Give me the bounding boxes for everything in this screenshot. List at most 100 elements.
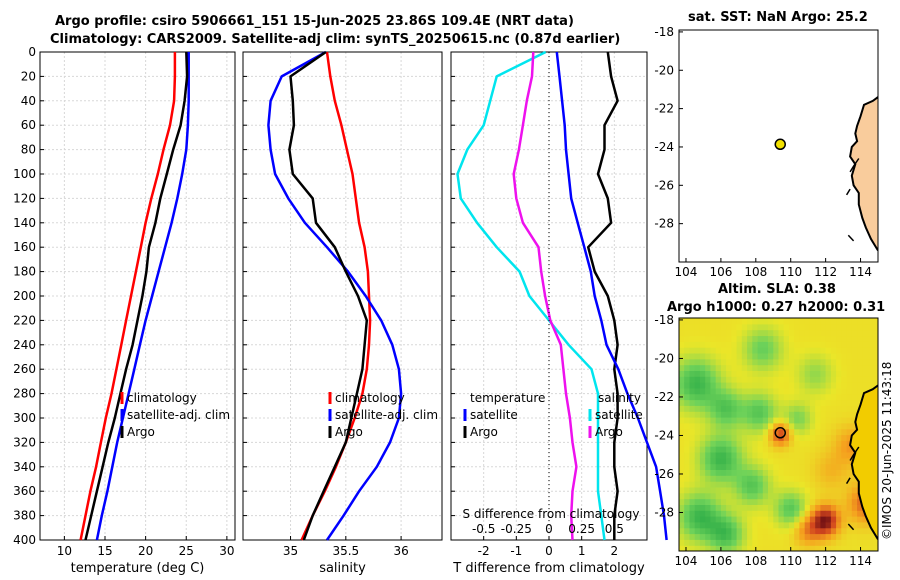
heat-cell [768,417,774,424]
heat-cell [836,376,842,383]
legend-label: climatology [127,391,197,405]
heat-cell [773,335,780,342]
heat-cell [830,393,837,401]
heat-cell [705,422,711,430]
x-tick-label: -1 [510,544,522,558]
heat-cell [783,411,790,418]
heat-cell [799,347,806,354]
heat-cell [815,323,821,331]
heat-cell [815,411,821,418]
heat-cell [830,364,837,371]
heat-cell [773,486,780,494]
heat-cell [846,341,853,348]
heat-cell [689,376,696,383]
heat-cell [684,452,690,459]
heat-cell [720,469,727,476]
heat-cell [789,393,795,401]
heat-cell [846,417,853,424]
heat-cell [778,364,785,371]
heat-cell [720,457,727,465]
heat-cell [699,516,706,523]
heat-cell [825,323,832,331]
heat-cell [867,527,874,535]
heat-cell [768,504,774,511]
heat-cell [783,521,790,529]
heat-cell [720,492,727,500]
heat-cell [862,323,869,331]
heat-cell [720,440,727,447]
heat-cell [783,387,790,395]
legend-label: satellite-adj. clim [127,408,230,422]
heat-cell [783,486,790,494]
map-x-tick-label: 108 [744,265,767,279]
heat-cell [857,376,863,383]
heat-cell [715,516,722,523]
heat-cell [689,440,696,447]
heat-cell [726,428,732,436]
heat-cell [825,422,832,430]
heat-cell [846,510,853,517]
heat-cell [768,399,774,406]
heat-cell [726,370,732,377]
heat-cell [773,516,780,523]
heat-cell [820,382,827,389]
heat-cell [699,486,706,494]
heat-cell [694,387,701,395]
heat-cell [841,446,848,453]
heat-cell [689,486,696,494]
heat-cell [851,539,858,546]
heat-cell [684,370,690,377]
heat-cell [684,353,690,360]
heat-cell [741,335,748,342]
heat-cell [789,533,795,540]
heat-cell [710,486,717,494]
heat-cell [841,510,848,517]
heat-cell [752,370,759,377]
heat-cell [741,510,748,517]
heat-cell [747,393,753,401]
heat-cell [752,498,759,505]
heat-cell [736,545,743,551]
heat-cell [762,358,769,366]
heat-cell [830,539,837,546]
heat-cell [694,428,701,436]
heat-cell [684,335,690,342]
y-tick-label: 20 [21,69,36,83]
heat-cell [804,452,811,459]
heat-cell [836,335,842,342]
map-sst [678,29,879,263]
heat-cell [825,492,832,500]
heat-cell [789,446,795,453]
heat-cell [752,492,759,500]
heat-cell [762,370,769,377]
top-axis-label: S difference from climatology [463,507,640,521]
heat-cell [705,399,711,406]
heat-cell [789,387,795,395]
heat-cell [710,382,717,389]
heat-cell [778,422,785,430]
heat-cell [699,329,706,337]
heat-cell [699,323,706,331]
heat-cell [762,329,769,337]
heat-cell [684,382,690,389]
heat-cell [679,527,685,535]
heat-cell [757,393,764,401]
heat-cell [694,329,701,337]
map-y-tick-label: -22 [654,390,674,404]
heat-cell [752,545,759,551]
heat-cell [710,452,717,459]
heat-cell [841,382,848,389]
heat-cell [741,434,748,441]
heat-cell [862,533,869,540]
top-tick-label: 0.5 [605,522,624,536]
heat-cell [773,318,780,325]
heat-cell [679,452,685,459]
heat-cell [752,387,759,395]
heat-cell [841,335,848,342]
heat-cell [747,498,753,505]
legend-right-title: salinity [598,391,641,405]
heat-cell [726,376,732,383]
heat-cell [804,527,811,535]
map-x-tick-label: 104 [675,265,698,279]
heat-cell [762,527,769,535]
